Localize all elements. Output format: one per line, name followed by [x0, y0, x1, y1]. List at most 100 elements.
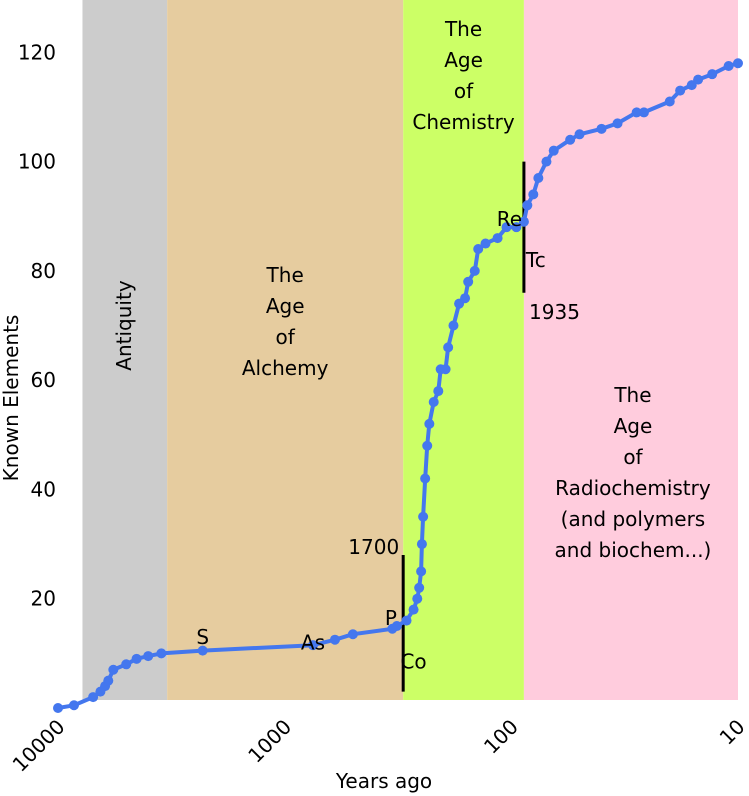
data-point — [329, 634, 340, 645]
data-point — [533, 172, 544, 183]
era-label-radiochemistry-line: and biochem...) — [555, 538, 712, 562]
era-label-chemistry-line: Age — [444, 48, 483, 72]
data-point — [121, 659, 132, 670]
data-point — [631, 107, 642, 118]
y-axis: 20 40 60 80 100 120 — [18, 40, 56, 610]
era-label-radiochemistry-line: Radiochemistry — [555, 476, 711, 500]
data-point — [422, 440, 433, 451]
data-series — [53, 58, 743, 713]
x-tick-label: 10000 — [8, 715, 70, 777]
y-tick-label: 80 — [31, 259, 56, 283]
data-point — [463, 276, 474, 287]
data-point — [440, 364, 451, 375]
era-bands: Antiquity The Age of Alchemy The Age of Chemistr… — [82, 0, 738, 700]
era-band-radiochemistry — [523, 0, 738, 700]
y-tick-label: 40 — [31, 477, 56, 501]
data-point — [428, 397, 439, 408]
year-marker-label: 1700 — [348, 535, 399, 559]
data-point — [638, 107, 649, 118]
element-annotation: Co — [400, 650, 426, 674]
data-point — [416, 566, 427, 577]
data-point — [408, 604, 419, 615]
era-label-radiochemistry-line: (and polymers — [561, 507, 706, 531]
data-point — [492, 233, 503, 244]
x-axis-title: Years ago — [335, 769, 432, 793]
data-point — [401, 615, 412, 626]
era-label-radiochemistry-line: Age — [614, 414, 653, 438]
data-point — [108, 664, 119, 675]
data-point — [473, 244, 484, 255]
era-band-alchemy — [167, 0, 404, 700]
data-point — [448, 320, 459, 331]
year-marker-label: 1935 — [529, 300, 580, 324]
y-tick-label: 100 — [18, 150, 56, 174]
x-axis: 10000 1000 100 10 — [8, 715, 749, 777]
data-point — [433, 386, 444, 397]
data-point — [131, 653, 142, 664]
data-point — [143, 651, 154, 662]
element-annotation: As — [301, 630, 325, 654]
element-annotation: Re — [497, 207, 522, 231]
data-point — [548, 145, 559, 156]
data-point — [416, 539, 427, 550]
data-point — [443, 342, 454, 353]
data-point — [518, 216, 529, 227]
data-point — [528, 189, 539, 200]
data-point — [693, 74, 704, 85]
data-point — [596, 123, 607, 134]
era-label-alchemy-line: The — [266, 263, 304, 287]
era-label-chemistry-line: Chemistry — [412, 110, 514, 134]
x-tick-label: 1000 — [243, 715, 296, 768]
era-label-radiochemistry-line: The — [613, 383, 651, 407]
data-point — [733, 58, 743, 69]
element-annotation: P — [385, 606, 397, 630]
data-point — [522, 200, 533, 211]
data-point — [347, 629, 358, 640]
era-label-chemistry-line: of — [454, 79, 474, 103]
era-label-alchemy-line: Alchemy — [242, 356, 329, 380]
data-point — [88, 692, 99, 703]
data-point — [197, 645, 208, 656]
era-label-radiochemistry-line: of — [623, 445, 643, 469]
data-point — [156, 648, 167, 659]
era-label-alchemy-line: Age — [266, 294, 305, 318]
data-point — [675, 85, 686, 96]
data-point — [541, 156, 552, 167]
data-point — [460, 293, 471, 304]
data-point — [307, 640, 318, 651]
data-point — [68, 700, 79, 711]
data-point — [565, 134, 576, 145]
y-tick-label: 20 — [31, 587, 56, 611]
data-point — [664, 96, 675, 107]
data-point — [612, 118, 623, 129]
data-point — [418, 511, 429, 522]
element-annotation: S — [196, 625, 209, 649]
x-tick-label: 100 — [479, 715, 523, 759]
era-band-antiquity — [82, 0, 168, 700]
data-point — [511, 222, 522, 233]
y-axis-title: Known Elements — [0, 315, 23, 482]
data-point — [574, 129, 585, 140]
data-point — [480, 238, 491, 249]
year-markers: 1700 1935 — [348, 161, 580, 692]
y-tick-label: 120 — [18, 40, 56, 64]
data-point — [414, 582, 425, 593]
era-label-chemistry-line: The — [444, 17, 482, 41]
data-point — [412, 593, 423, 604]
data-point — [391, 621, 402, 632]
data-point — [707, 69, 718, 80]
era-band-chemistry — [403, 0, 524, 700]
data-point — [53, 703, 63, 713]
era-label-antiquity: Antiquity — [112, 280, 136, 371]
data-point — [424, 418, 435, 429]
era-label-alchemy-line: of — [276, 325, 296, 349]
data-point — [103, 675, 114, 686]
data-point — [501, 222, 512, 233]
y-tick-label: 60 — [31, 368, 56, 392]
data-point — [723, 60, 734, 71]
element-annotation: Tc — [525, 248, 546, 272]
x-tick-label: 10 — [715, 715, 749, 750]
data-point — [420, 473, 431, 484]
